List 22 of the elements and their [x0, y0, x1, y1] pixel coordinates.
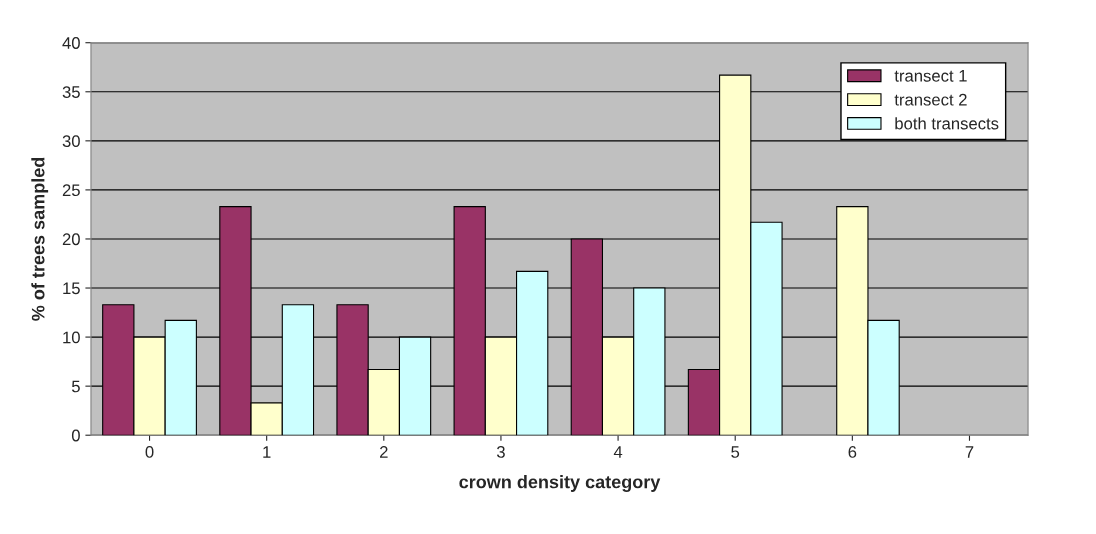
y-tick-label: 25 [62, 184, 80, 197]
y-tick-label: 15 [63, 282, 80, 295]
x-tick-label: 3 [496, 446, 505, 458]
x-tick-label: 4 [613, 446, 623, 458]
x-tick-label: 7 [965, 446, 974, 458]
x-tick-label: 1 [263, 446, 271, 458]
x-axis-title: crown density category [459, 475, 661, 492]
y-tick-label: 35 [62, 86, 80, 98]
y-tick-label: 20 [62, 233, 80, 246]
x-tick-label: 5 [731, 446, 740, 458]
y-tick-label: 10 [63, 331, 80, 344]
legend-label: transect 2 [894, 93, 967, 106]
x-tick-label: 0 [145, 446, 154, 458]
legend-label: transect 1 [894, 70, 967, 82]
y-tick-label: 40 [62, 37, 80, 49]
x-tick-label: 2 [380, 446, 388, 458]
y-tick-label: 0 [71, 429, 80, 442]
y-tick-label: 30 [62, 135, 80, 148]
legend-label: both transects [895, 117, 999, 130]
y-tick-label: 5 [71, 380, 80, 393]
y-axis-title: % of trees sampled [31, 157, 49, 321]
x-tick-label: 6 [848, 446, 857, 458]
